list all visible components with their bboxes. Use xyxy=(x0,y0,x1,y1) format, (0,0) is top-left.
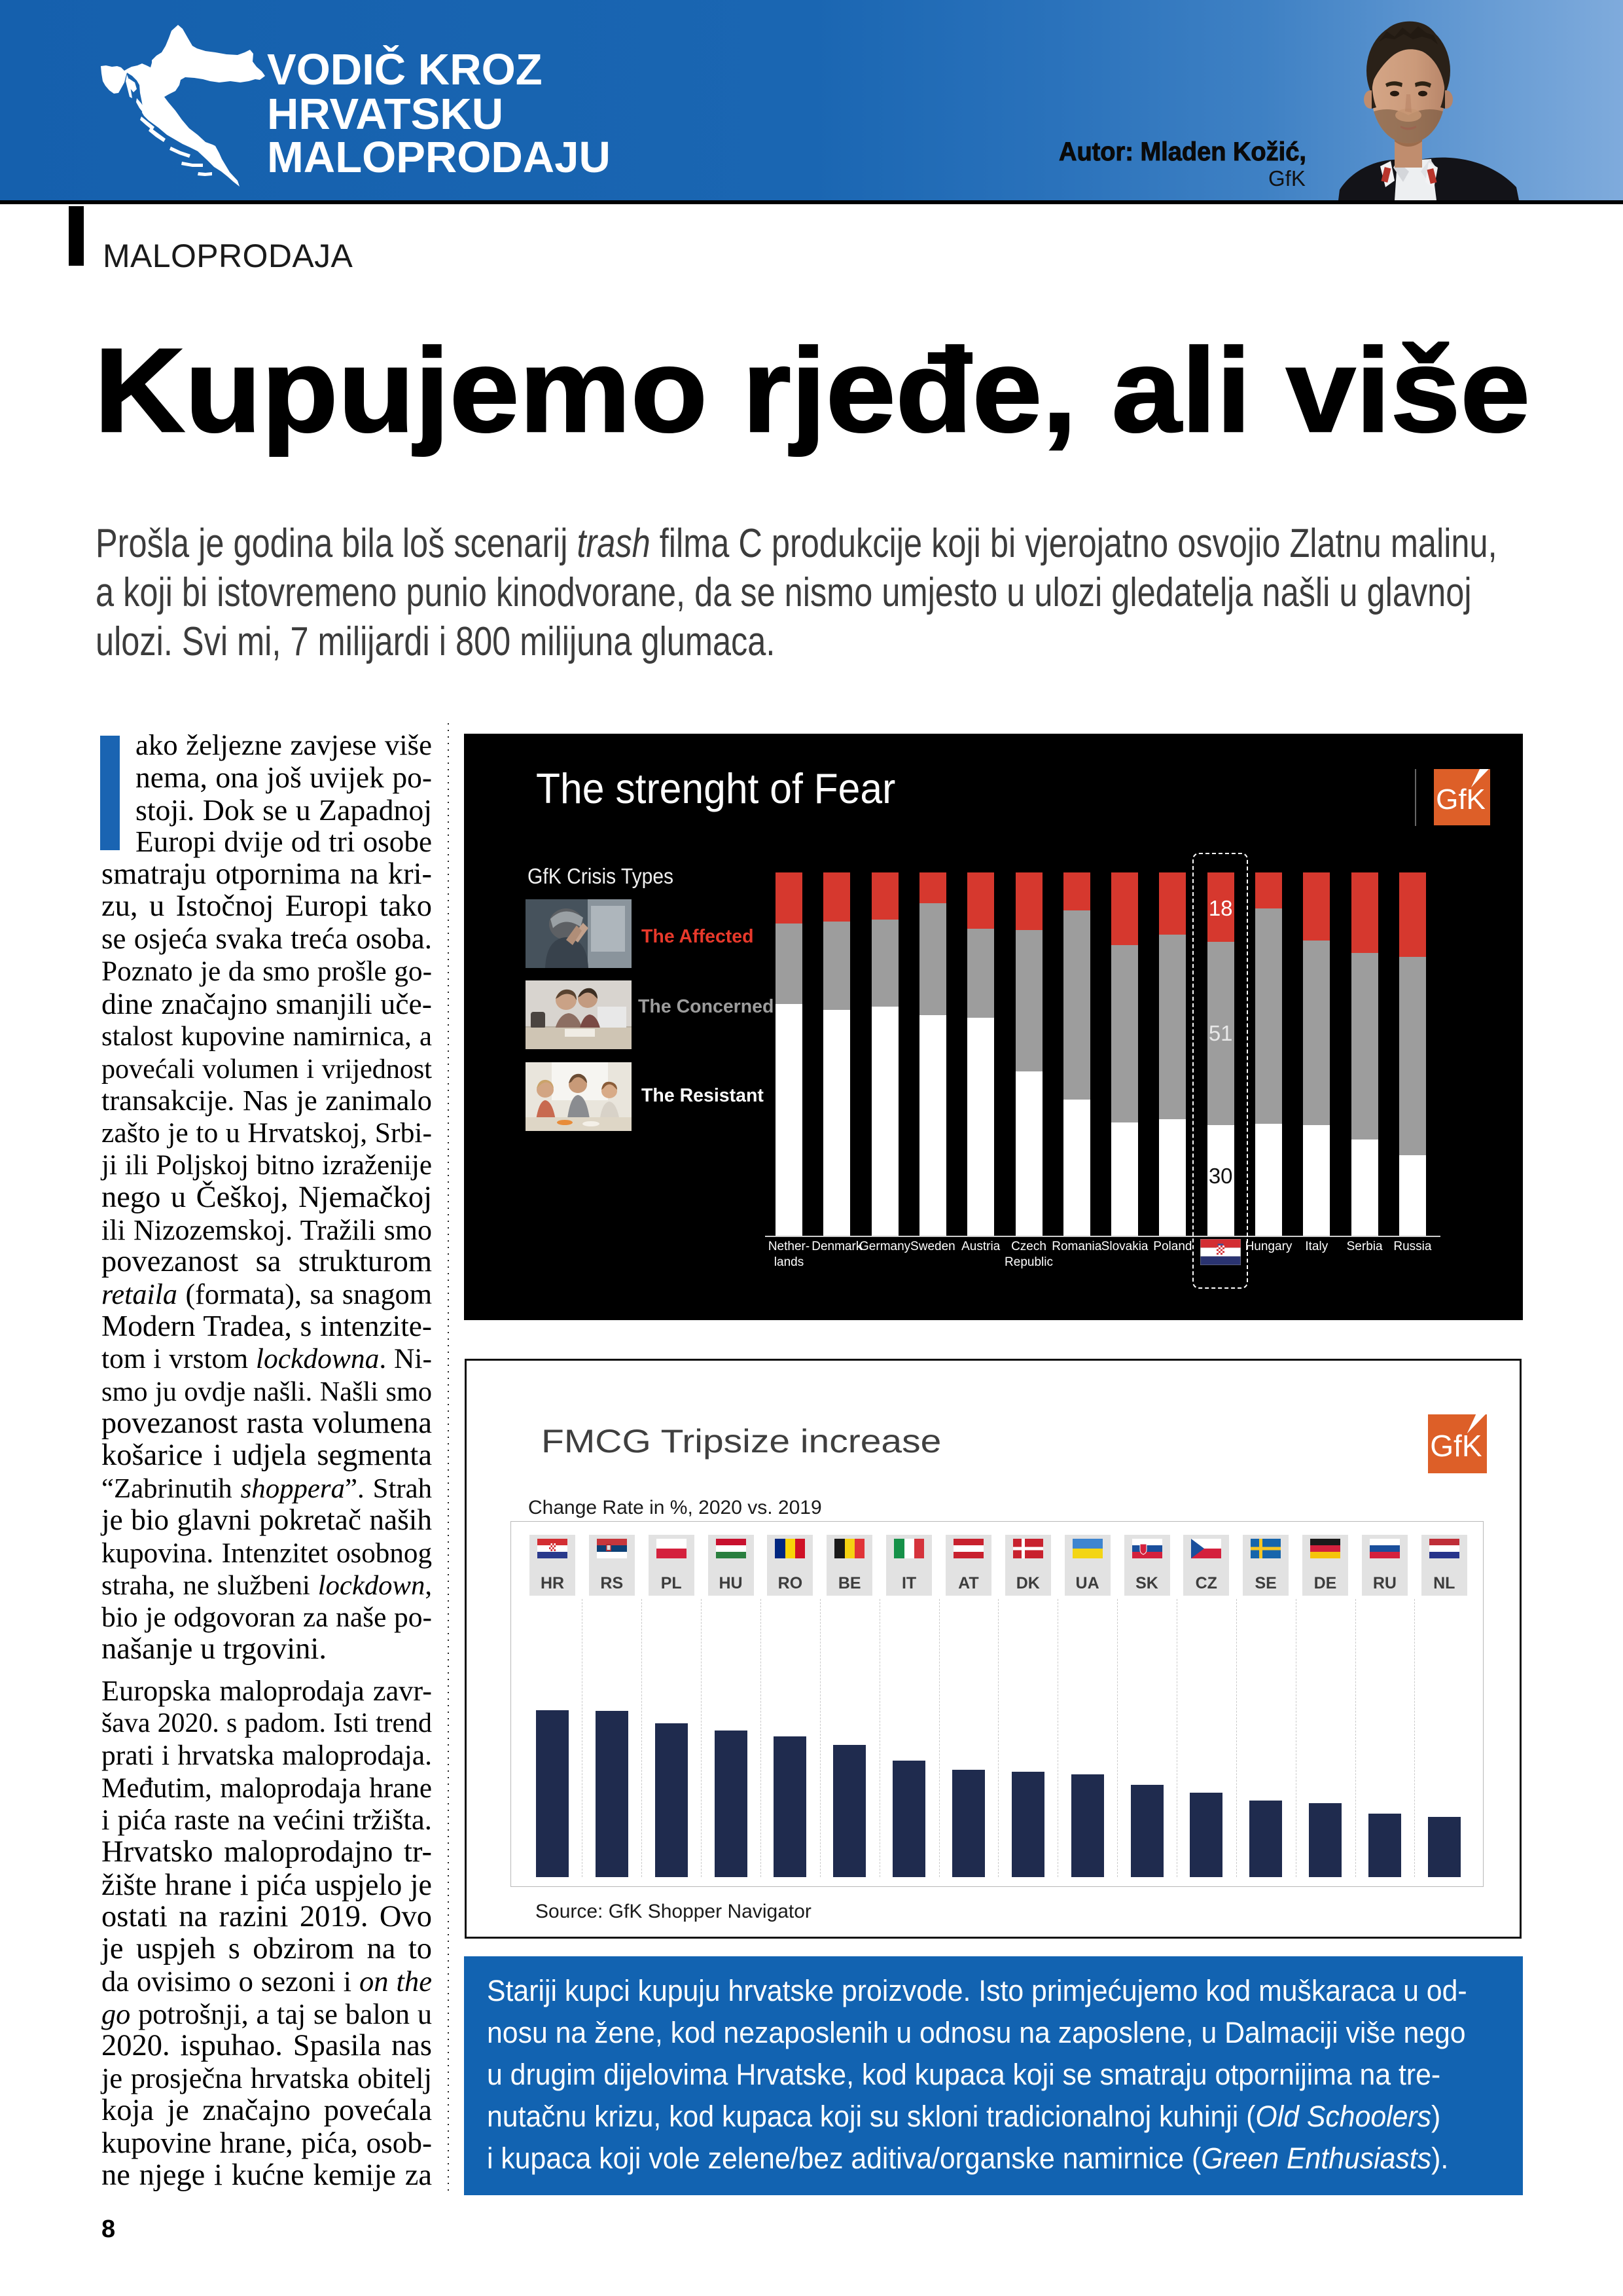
svg-text:GfK: GfK xyxy=(1430,1429,1482,1463)
svg-text:GfK: GfK xyxy=(1436,783,1486,816)
